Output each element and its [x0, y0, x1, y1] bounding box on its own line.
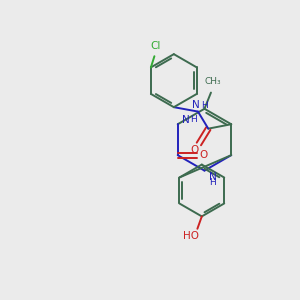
Text: H: H [209, 178, 216, 188]
Text: Cl: Cl [150, 41, 160, 51]
Text: O: O [190, 145, 199, 155]
Text: H: H [201, 100, 208, 109]
Text: N: N [182, 115, 190, 125]
Text: N: N [192, 100, 200, 110]
Text: CH₃: CH₃ [204, 77, 221, 86]
Text: N: N [209, 172, 217, 182]
Text: HO: HO [184, 230, 200, 241]
Text: O: O [199, 150, 207, 160]
Text: H: H [190, 115, 197, 124]
